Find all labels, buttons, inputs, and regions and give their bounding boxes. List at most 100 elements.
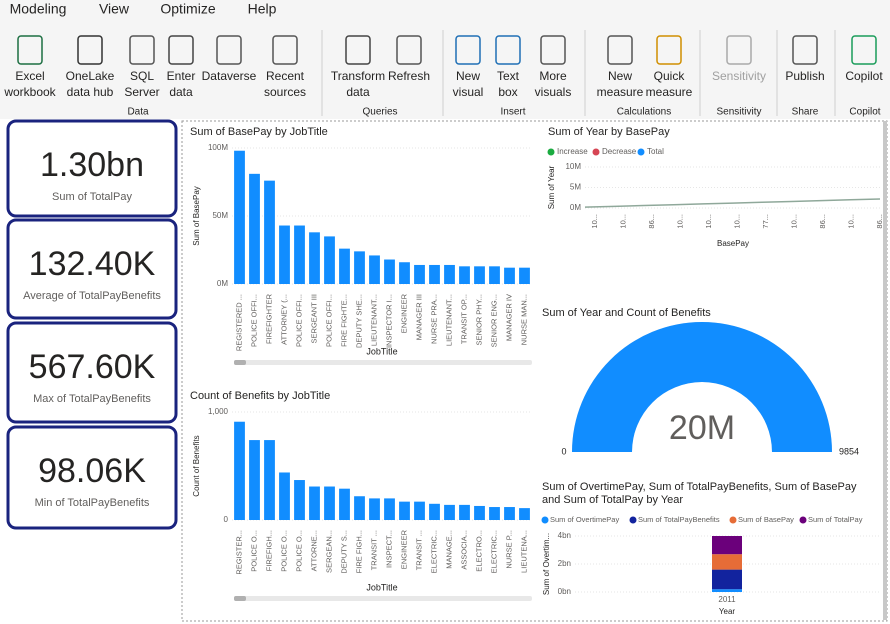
button-icon[interactable] — [540, 35, 566, 65]
legend-label: Sum of TotalPay — [808, 515, 863, 524]
button-label[interactable]: Publish — [785, 69, 824, 83]
menu-item[interactable]: Optimize — [160, 1, 215, 17]
x-tick-label: SENIOR PHY... — [474, 294, 483, 346]
button-label[interactable]: box — [498, 85, 517, 99]
button-label[interactable]: data — [346, 85, 370, 99]
h-scrollbar[interactable] — [234, 596, 532, 601]
button-icon[interactable] — [656, 35, 682, 65]
button-icon[interactable] — [168, 35, 194, 65]
button-label[interactable]: Sensitivity — [712, 69, 766, 83]
x-tick-label: 2011 — [718, 595, 736, 604]
x-tick-label: MANAGE... — [444, 530, 453, 569]
button-label[interactable]: Quick — [654, 69, 686, 83]
button-label[interactable]: More — [539, 69, 567, 83]
button-label[interactable]: SQL — [130, 69, 154, 83]
button-label[interactable]: measure — [646, 85, 693, 99]
bar — [294, 225, 305, 284]
x-tick-label: MANAGER III — [414, 294, 423, 340]
x-tick-label: 10... — [704, 214, 713, 229]
bar — [249, 173, 260, 284]
y-axis-title: Sum of BasePay — [192, 186, 201, 246]
x-tick-label: 86... — [647, 214, 656, 229]
page-border — [181, 120, 888, 622]
x-tick-label: 77... — [761, 214, 770, 229]
legend-swatch — [799, 516, 807, 524]
button-icon[interactable] — [396, 35, 422, 65]
button-icon[interactable] — [455, 35, 481, 65]
menu-item[interactable]: Modeling — [10, 1, 67, 17]
group-label: Share — [792, 107, 819, 118]
group-label: Queries — [362, 107, 397, 118]
x-tick-label: ASSOCIA... — [459, 530, 468, 570]
button-label[interactable]: workbook — [3, 85, 56, 99]
legend-swatch — [637, 148, 645, 156]
chart-title: Sum of Year and Count of Benefits — [542, 307, 711, 319]
button-label[interactable]: New — [608, 69, 632, 83]
button-label[interactable]: Excel — [15, 69, 44, 83]
button-icon[interactable] — [726, 35, 752, 65]
x-tick-label: FIRE FIGH... — [354, 530, 363, 573]
button-icon[interactable] — [17, 35, 43, 65]
button-icon[interactable] — [792, 35, 818, 65]
x-tick-label: REGISTER... — [234, 530, 243, 575]
x-tick-label: POLICE OFFI... — [324, 294, 333, 347]
button-label[interactable]: Server — [124, 85, 159, 99]
button-label[interactable]: sources — [264, 85, 306, 99]
y-axis-title: Sum of Year — [547, 165, 556, 209]
gauge-value: 20M — [669, 409, 735, 447]
h-scrollbar-thumb[interactable] — [234, 360, 246, 365]
legend-label: Increase — [557, 147, 588, 156]
legend-swatch — [541, 516, 549, 524]
x-tick-label: MANAGER IV — [504, 294, 513, 341]
button-label[interactable]: Refresh — [388, 69, 430, 83]
x-tick-label: ELECTRIC... — [489, 530, 498, 573]
button-label[interactable]: data hub — [67, 85, 114, 99]
button-label[interactable]: Copilot — [845, 69, 883, 83]
bar — [324, 486, 335, 520]
bar — [459, 266, 470, 284]
button-label[interactable]: data — [169, 85, 193, 99]
menu-item[interactable]: View — [99, 1, 130, 17]
group-label: Data — [127, 107, 149, 118]
button-icon[interactable] — [607, 35, 633, 65]
button-label[interactable]: Text — [497, 69, 520, 83]
h-scrollbar[interactable] — [234, 360, 532, 365]
x-tick-label: ATTORNE... — [309, 530, 318, 571]
button-icon[interactable] — [216, 35, 242, 65]
h-scrollbar-thumb[interactable] — [234, 596, 246, 601]
button-icon[interactable] — [77, 35, 103, 65]
button-icon[interactable] — [272, 35, 298, 65]
button-icon[interactable] — [129, 35, 155, 65]
button-label[interactable]: Dataverse — [202, 69, 257, 83]
button-icon[interactable] — [345, 35, 371, 65]
card-label: Max of TotalPayBenefits — [33, 393, 151, 405]
bar — [234, 421, 245, 520]
x-tick-label: SERGEAN... — [324, 530, 333, 573]
button-label[interactable]: OneLake — [66, 69, 115, 83]
button-label[interactable]: measure — [597, 85, 644, 99]
x-tick-label: 10... — [732, 214, 741, 229]
bar — [489, 507, 500, 520]
button-label[interactable]: New — [456, 69, 480, 83]
x-tick-label: FIREFIGH... — [264, 530, 273, 571]
x-tick-label: 10... — [789, 214, 798, 229]
button-label[interactable]: visuals — [535, 85, 572, 99]
bar — [519, 508, 530, 520]
x-tick-label: ELECTRO... — [474, 530, 483, 572]
bar — [444, 264, 455, 284]
x-tick-label: POLICE OFFI... — [249, 294, 258, 347]
menu-item[interactable]: Help — [248, 1, 277, 17]
button-label[interactable]: Enter — [167, 69, 196, 83]
button-label[interactable]: Transform — [331, 69, 385, 83]
y-tick-label: 50M — [212, 211, 228, 220]
y-tick-label: 0M — [217, 279, 228, 288]
button-icon[interactable] — [851, 35, 877, 65]
button-label[interactable]: visual — [453, 85, 484, 99]
group-label: Insert — [500, 107, 525, 118]
card-value: 98.06K — [38, 452, 146, 490]
button-label[interactable]: Recent — [266, 69, 305, 83]
legend-label: Sum of BasePay — [738, 515, 794, 524]
legend-label: Total — [647, 147, 664, 156]
x-tick-label: 10... — [675, 214, 684, 229]
button-icon[interactable] — [495, 35, 521, 65]
